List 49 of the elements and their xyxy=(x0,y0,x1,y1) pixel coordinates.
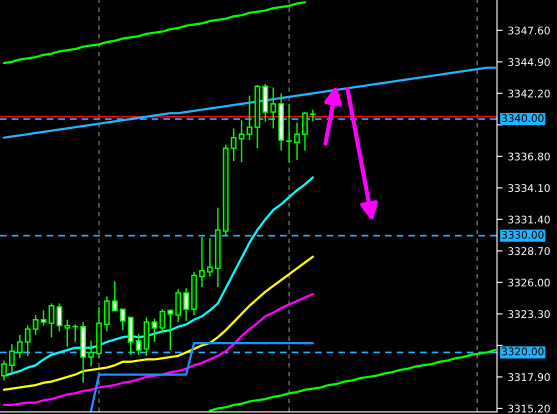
candlestick xyxy=(183,288,189,322)
ref-line-label: 3330.00 xyxy=(502,230,544,239)
y-tick-label: 3344.90 xyxy=(508,58,550,66)
candlestick xyxy=(270,86,276,130)
candlestick xyxy=(88,340,94,368)
y-tick-label: 3323.30 xyxy=(508,310,550,318)
candlestick xyxy=(48,302,54,338)
line-series xyxy=(2,66,496,139)
candlestick xyxy=(64,319,70,348)
candlestick xyxy=(302,111,308,152)
y-tick-label: 3347.60 xyxy=(508,26,550,34)
candlestick xyxy=(199,236,205,288)
candlestick xyxy=(136,333,142,356)
candlestick xyxy=(175,288,182,323)
candlestick xyxy=(24,324,31,357)
y-tick-label: 3326.00 xyxy=(508,278,550,287)
y-tick-label: 3342.20 xyxy=(508,90,550,98)
y-tick-label: 3334.10 xyxy=(508,184,550,192)
candlestick xyxy=(286,103,292,163)
candlestick xyxy=(246,94,252,141)
ref-line-label: 3320.00 xyxy=(502,348,544,356)
y-tick-label: 3331.40 xyxy=(508,216,550,224)
candlestick xyxy=(167,308,174,351)
y-tick-label: 3315.20 xyxy=(508,404,550,413)
candlestick xyxy=(152,318,158,343)
candlestick xyxy=(104,296,110,332)
candlestick xyxy=(159,308,166,332)
candlestick xyxy=(207,237,213,278)
candlestick xyxy=(40,310,46,326)
y-tick-label: 3317.90 xyxy=(508,373,550,382)
candlestick xyxy=(32,314,39,336)
candlestick xyxy=(72,324,78,343)
line-series xyxy=(2,256,314,391)
ref-line-label: 3340.00 xyxy=(502,114,544,122)
candlestick xyxy=(16,334,23,359)
line-series xyxy=(2,1,306,64)
y-tick-label: 3328.70 xyxy=(508,247,550,255)
candlestick xyxy=(120,308,126,331)
y-tick-label: 3336.80 xyxy=(508,152,550,160)
line-series xyxy=(2,292,314,406)
candlestick xyxy=(238,120,244,163)
candlestick xyxy=(310,108,316,122)
candlestick xyxy=(1,360,7,382)
candlestick xyxy=(294,122,300,161)
candlestick xyxy=(9,344,15,373)
candlestick xyxy=(230,128,237,162)
candlestick xyxy=(56,302,62,332)
line-series xyxy=(208,348,496,412)
candlestick xyxy=(112,280,118,312)
